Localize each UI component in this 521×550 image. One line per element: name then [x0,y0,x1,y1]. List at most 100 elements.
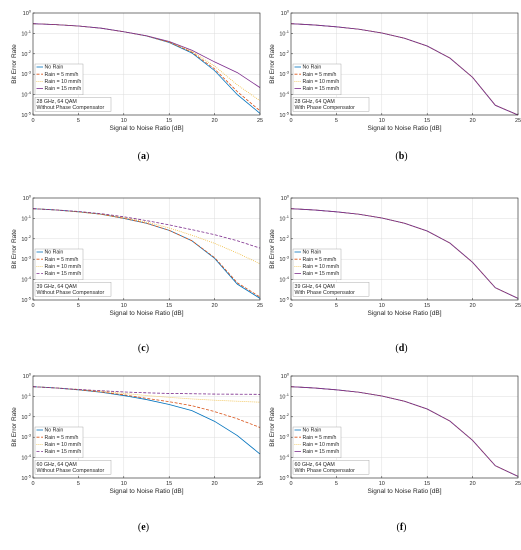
y-tick-label: 10-5 [279,295,289,304]
y-tick-exponent: -5 [27,110,31,115]
annotation-line-1: Without Phase Compensator [37,290,105,296]
series-line-3 [32,23,261,88]
series-line-3 [32,208,261,249]
y-tick-label: 10-2 [279,412,289,421]
legend-box [34,248,84,280]
axes-box [32,375,261,479]
x-tick-label: 5 [77,118,80,124]
panel-caption: (d) [395,343,407,354]
legend-label-3: Rain = 15 mm/h [45,271,82,277]
y-tick-label: 100 [281,371,290,380]
y-tick-label: 10-3 [279,255,289,264]
y-tick-exponent: 0 [29,193,32,198]
chart-panel-f: 0 5 10 15 20 25 100 10-1 10-2 10-3 10-4 10-5 Signal … [269,371,521,533]
annotation-box [292,282,370,297]
y-tick-label: 10-3 [21,70,31,79]
legend-box [292,426,342,458]
y-tick-exponent: -1 [285,29,289,34]
x-axis-label: Signal to Noise Ratio [dB] [109,488,183,495]
y-axis-label: Bit Error Rate [11,407,18,447]
x-tick-label: 0 [31,303,34,309]
y-tick-label: 10-5 [279,473,289,482]
chart-panel-d: 0 5 10 15 20 25 100 10-1 10-2 10-3 10-4 10-5 Signal … [269,193,521,354]
y-tick-label: 100 [23,193,32,202]
y-tick-label: 10-4 [279,275,289,284]
legend-label-0: No Rain [45,428,64,434]
x-tick-label: 25 [257,118,263,124]
x-axis-label: Signal to Noise Ratio [dB] [367,310,441,317]
y-tick-exponent: -1 [27,214,31,219]
x-tick-label: 5 [335,118,338,124]
x-tick-label: 5 [335,481,338,487]
y-tick-exponent: -4 [285,275,289,280]
x-tick-label: 20 [470,118,476,124]
panel-caption: (f) [396,522,406,533]
annotation-line-1: With Phase Compensator [295,290,356,296]
panel-caption-letter: a [141,151,146,162]
legend-label-3: Rain = 15 mm/h [45,86,82,92]
y-tick-label: 100 [23,8,32,17]
panel-caption-letter: c [141,343,146,354]
y-axis-label: Bit Error Rate [269,407,276,447]
y-tick-exponent: -4 [27,453,31,458]
x-tick-label: 25 [257,303,263,309]
y-tick-exponent: -5 [285,110,289,115]
y-tick-exponent: 0 [29,8,32,13]
y-tick-exponent: -5 [285,295,289,300]
y-tick-exponent: -5 [27,295,31,300]
y-tick-label: 100 [281,193,290,202]
legend-label-0: No Rain [45,250,64,256]
x-axis-label: Signal to Noise Ratio [dB] [367,125,441,132]
y-tick-exponent: -2 [285,234,289,239]
series-line-3 [32,386,261,395]
x-tick-label: 10 [379,481,385,487]
y-tick-exponent: 0 [29,371,32,376]
y-tick-exponent: -3 [27,255,31,260]
x-axis-label: Signal to Noise Ratio [dB] [367,488,441,495]
y-axis-label: Bit Error Rate [269,229,276,269]
x-tick-label: 15 [166,481,172,487]
axes-box [32,12,261,116]
y-tick-exponent: -3 [27,433,31,438]
y-tick-label: 10-4 [279,90,289,99]
y-tick-label: 10-3 [279,433,289,442]
x-tick-label: 25 [515,303,521,309]
y-tick-exponent: -1 [27,392,31,397]
series-line-3 [290,23,519,116]
chart-panel-c: 0 5 10 15 20 25 100 10-1 10-2 10-3 10-4 10-5 Signal … [11,193,263,354]
y-tick-label: 10-1 [279,392,289,401]
legend-box [292,63,342,95]
y-axis-label: Bit Error Rate [11,229,18,269]
y-tick-label: 10-2 [21,49,31,58]
y-tick-label: 10-1 [279,29,289,38]
legend-label-2: Rain = 10 mm/h [45,264,82,270]
legend-label-1: Rain = 5 mm/h [303,435,337,441]
panel-caption-letter: b [399,151,405,162]
y-tick-label: 10-4 [21,453,31,462]
x-tick-label: 25 [257,481,263,487]
legend-label-0: No Rain [303,428,322,434]
legend-label-1: Rain = 5 mm/h [45,257,79,263]
annotation-line-1: With Phase Compensator [295,468,356,474]
y-tick-exponent: 0 [287,193,290,198]
annotation-line-1: Without Phase Compensator [37,468,105,474]
x-tick-label: 25 [515,118,521,124]
legend-label-2: Rain = 10 mm/h [45,79,82,85]
y-tick-label: 10-5 [21,473,31,482]
legend-label-0: No Rain [303,65,322,71]
annotation-line-1: With Phase Compensator [295,105,356,111]
y-tick-label: 10-2 [279,49,289,58]
annotation-box [34,282,112,297]
y-tick-label: 10-4 [279,453,289,462]
x-tick-label: 0 [289,481,292,487]
y-tick-exponent: -5 [285,473,289,478]
x-tick-label: 20 [470,481,476,487]
axes-box [32,197,261,301]
axes-box [290,375,519,479]
y-tick-exponent: 0 [287,8,290,13]
y-tick-label: 10-3 [279,70,289,79]
y-tick-label: 10-5 [21,110,31,119]
series-line-3 [290,386,519,477]
axes-box [290,12,519,116]
